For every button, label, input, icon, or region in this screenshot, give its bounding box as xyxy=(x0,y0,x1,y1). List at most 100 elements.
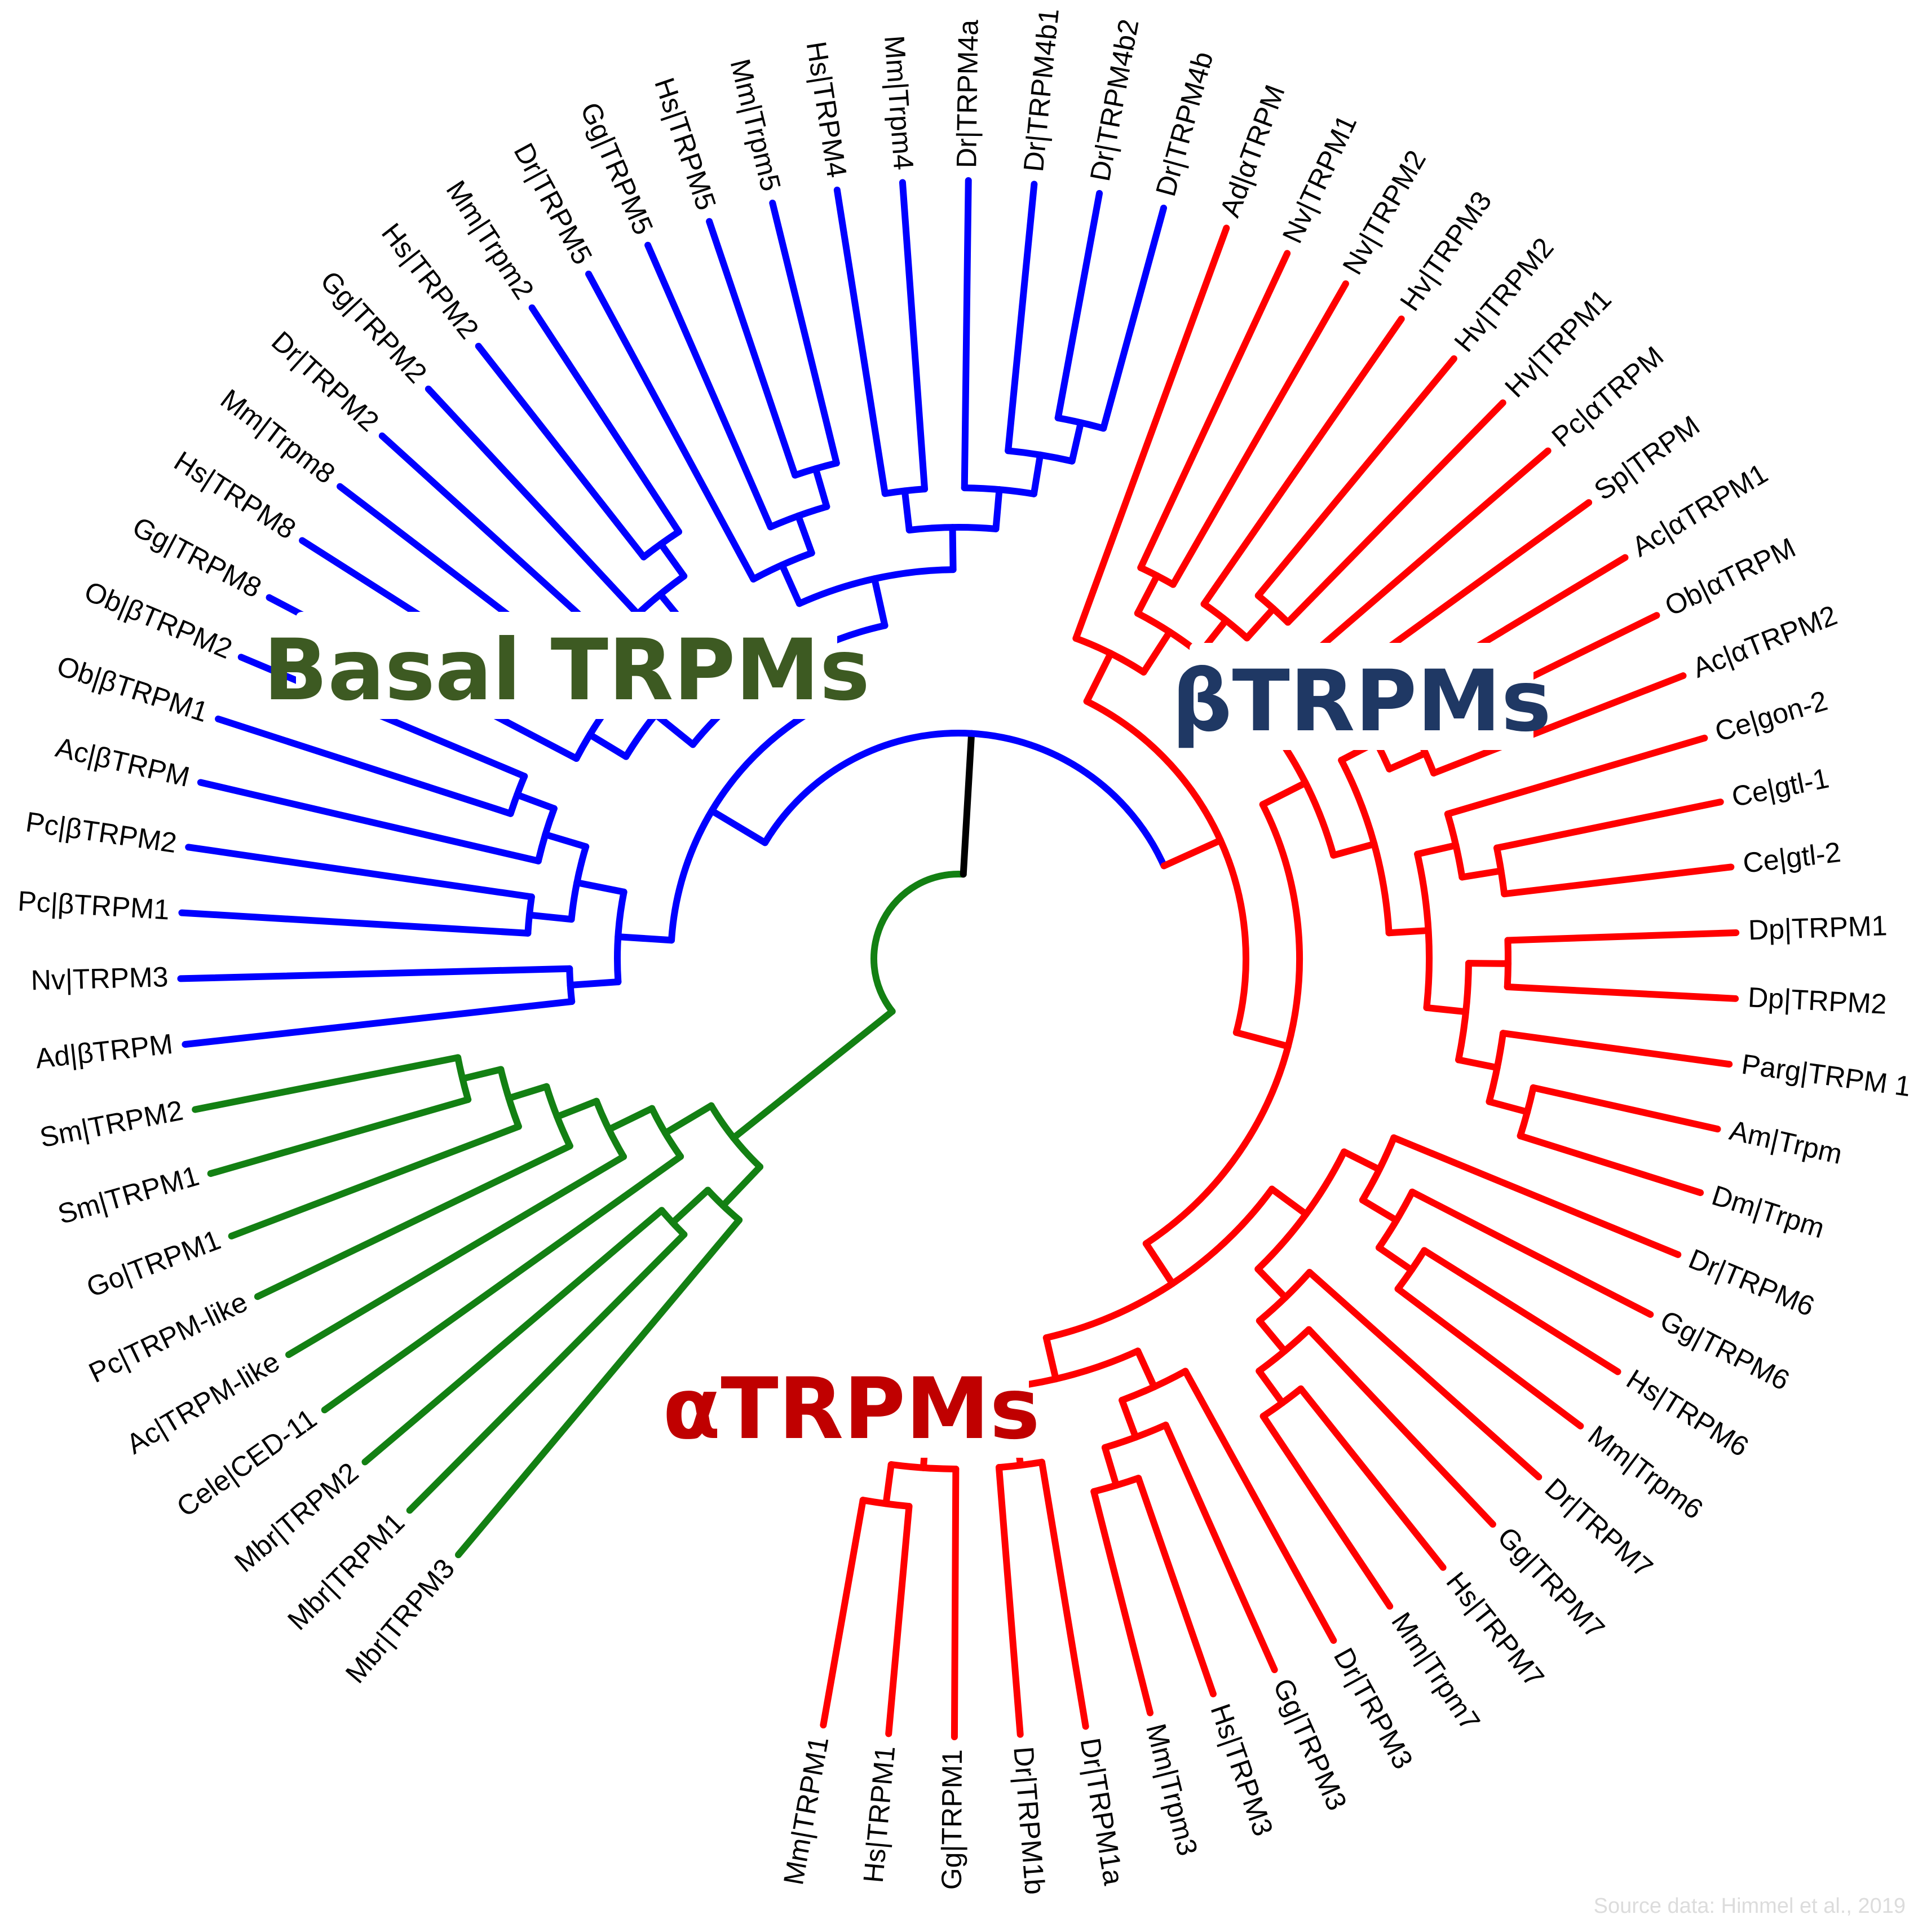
leaf-label: Parg|TRPM 1 xyxy=(1740,1048,1913,1102)
branch-arc xyxy=(995,1458,1045,1471)
leaf-branch xyxy=(1305,1326,1496,1528)
leaf-label: Ce|gtl-1 xyxy=(1729,762,1832,813)
leaf-label: Ob|βTRPM2 xyxy=(80,575,237,665)
leaf-branch xyxy=(1504,929,1740,944)
branch-arc xyxy=(1083,698,1249,1036)
branch-stem xyxy=(662,1102,715,1137)
branch-stem xyxy=(1330,840,1378,859)
leaf-branch xyxy=(1430,672,1687,777)
leaf-branch xyxy=(995,1464,1024,1738)
leaf-label: Hs|TRPM1 xyxy=(858,1744,901,1884)
leaf-label: Ad|αTRPM xyxy=(1214,81,1291,221)
branch-arc xyxy=(750,549,815,583)
branch-arc xyxy=(1200,601,1250,642)
branch-stem xyxy=(708,807,768,846)
leaf-label: Nv|TRPM2 xyxy=(1336,145,1432,280)
branch-stem xyxy=(586,731,630,760)
leaf-branch xyxy=(528,304,682,536)
leaf-label: Pc|βTRPM1 xyxy=(17,885,170,926)
branch-stem xyxy=(1341,1148,1383,1173)
leaf-branch xyxy=(1162,1421,1278,1673)
leaf-branch xyxy=(197,779,542,864)
leaf-branch xyxy=(1281,447,1552,681)
branch-arc xyxy=(1142,801,1303,1247)
leaf-branch xyxy=(1135,1475,1217,1697)
branch-arc xyxy=(1259,1385,1305,1420)
leaf-branch xyxy=(228,1123,522,1240)
branch-arc xyxy=(568,843,590,923)
leaf-branch xyxy=(192,1054,462,1113)
leaf-branch xyxy=(833,186,889,497)
branch-stem xyxy=(1269,1185,1310,1218)
beta-clade-label: βTRPMs xyxy=(1172,652,1552,751)
branch-stem xyxy=(1254,1265,1289,1301)
branch-stem xyxy=(1423,1004,1470,1016)
leaf-label: Hs|TRPM5 xyxy=(648,74,722,214)
leaf-branch xyxy=(1259,1413,1394,1610)
branch-stem xyxy=(525,911,575,923)
branch-stem xyxy=(573,879,627,896)
leaf-label: Dp|TRPM2 xyxy=(1747,981,1888,1020)
branch-arc xyxy=(1414,850,1433,1011)
leaf-label: Dr|TRPM5 xyxy=(507,138,598,270)
leaf-branch xyxy=(1501,863,1735,898)
leaf-label: Dr|TRPM1a xyxy=(1074,1736,1129,1887)
leaf-branch xyxy=(1054,189,1103,422)
branch-arc xyxy=(668,711,811,944)
branch-arc xyxy=(566,965,576,1005)
alpha-clade-label-background xyxy=(674,1351,1029,1458)
leaf-branch xyxy=(1182,1368,1337,1644)
branch-stem xyxy=(652,711,696,748)
leaf-branch xyxy=(1444,734,1708,818)
branch-arc xyxy=(1338,757,1393,937)
branch-arc xyxy=(1254,1148,1348,1273)
branch-stem xyxy=(505,1083,550,1102)
basal-clade-label: Basal TRPMs xyxy=(263,621,870,720)
branch-stem xyxy=(1068,419,1085,465)
branch-arc xyxy=(905,524,1000,533)
leaf-branch xyxy=(1169,280,1349,588)
branch-stem xyxy=(1259,779,1309,808)
branch-arc xyxy=(1119,1368,1189,1404)
branch-stem xyxy=(1256,1368,1286,1406)
branch-stem xyxy=(1465,960,1511,967)
branch-arc xyxy=(614,888,627,986)
leaf-label: Hs|TRPM6 xyxy=(1621,1363,1754,1463)
branch-arc xyxy=(593,1097,627,1161)
leaf-label: Ac|αTRPM2 xyxy=(1688,599,1841,683)
branch-stem xyxy=(615,933,675,944)
leaf-branch xyxy=(321,1153,684,1414)
branch-stem xyxy=(779,561,803,607)
branch-stem xyxy=(1385,927,1432,937)
leaf-branch xyxy=(951,1465,960,1740)
branch-stem xyxy=(1160,837,1224,870)
leaf-label: Hs|TRPM4 xyxy=(801,39,853,180)
branch-stem xyxy=(992,486,1003,532)
leaf-branch xyxy=(1408,1188,1654,1318)
leaf-label: Nv|TRPM3 xyxy=(30,961,169,996)
branch-stem xyxy=(514,791,558,812)
leaf-label: Ob|αTRPM xyxy=(1660,532,1800,623)
leaf-branch xyxy=(1297,1385,1447,1571)
branch-arc xyxy=(1394,1247,1428,1293)
leaf-branch xyxy=(177,965,573,982)
leaf-label: Mm|Trpm7 xyxy=(1385,1607,1486,1736)
leaf-branch xyxy=(182,998,576,1048)
branch-arc xyxy=(634,572,688,617)
branch-stem xyxy=(1140,628,1173,676)
leaf-branch xyxy=(1005,180,1038,455)
branch-stem xyxy=(554,1097,600,1121)
leaf-branch xyxy=(1038,1458,1089,1730)
leaf-label: Ce|gtl-2 xyxy=(1741,836,1842,879)
leaf-label: Mm|Trpm3 xyxy=(1140,1721,1204,1859)
branch-stem xyxy=(1030,451,1044,497)
leaf-label: Gg|TRPM5 xyxy=(574,98,660,239)
leaf-label: Dr|TRPM4b2 xyxy=(1084,16,1145,183)
source-note: Source data: Himmel et al., 2019 xyxy=(1594,1894,1906,1918)
branch-arc xyxy=(1455,960,1472,1064)
leaf-label: Am|Trpm xyxy=(1727,1114,1845,1170)
branch-stem xyxy=(1232,1029,1292,1050)
leaf-branch xyxy=(1493,799,1724,852)
leaf-branch xyxy=(207,1096,472,1177)
